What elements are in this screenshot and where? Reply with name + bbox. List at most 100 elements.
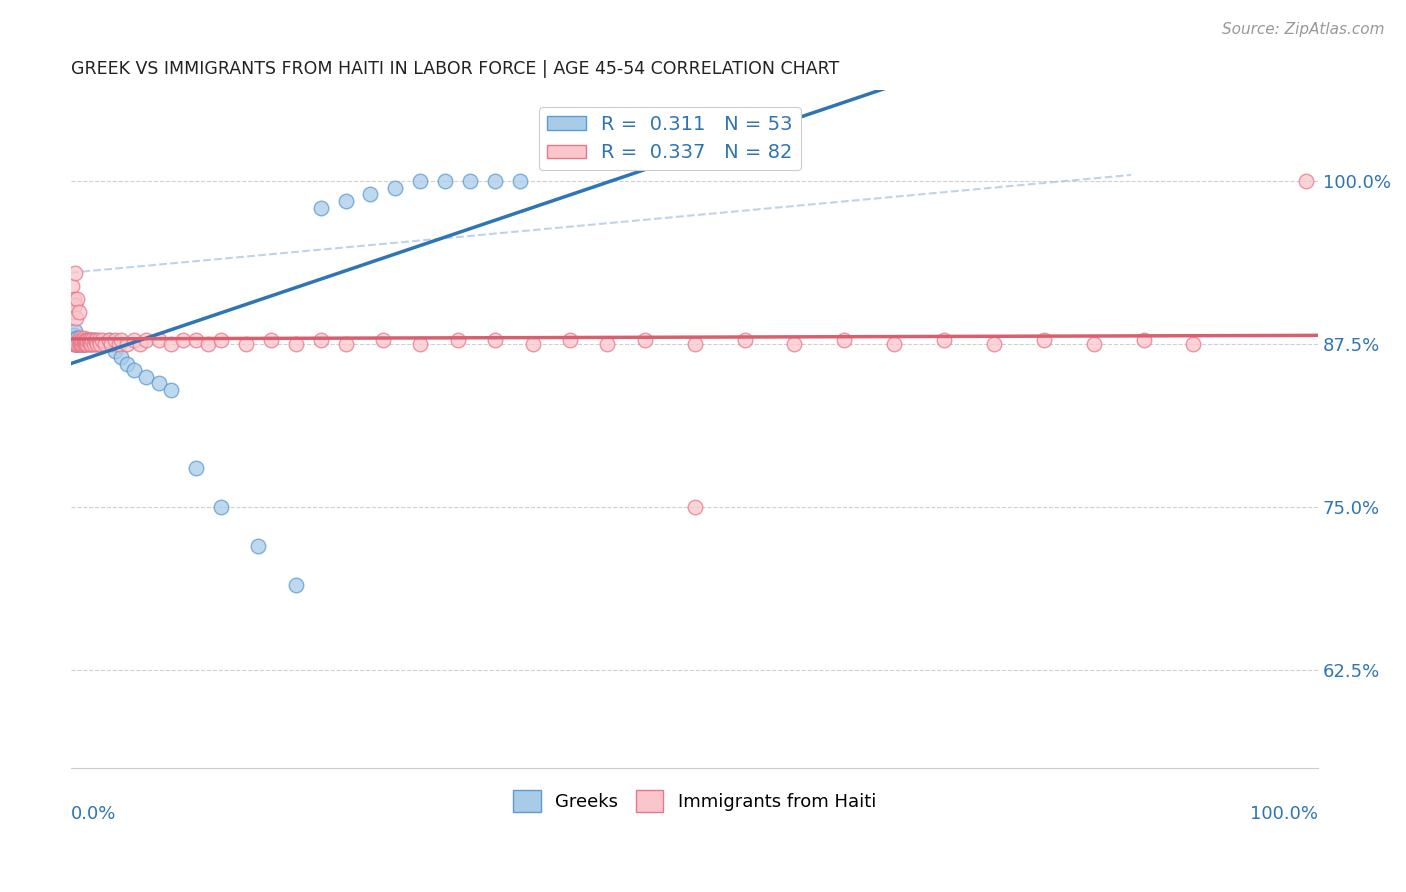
Point <box>148 334 170 348</box>
Point <box>1132 334 1154 348</box>
Point <box>335 337 357 351</box>
Point <box>184 461 207 475</box>
Point <box>73 337 96 351</box>
Point <box>122 334 145 348</box>
Point <box>75 337 97 351</box>
Point <box>84 334 107 348</box>
Point <box>62 334 84 348</box>
Point <box>209 500 232 515</box>
Text: Source: ZipAtlas.com: Source: ZipAtlas.com <box>1222 22 1385 37</box>
Point <box>73 337 96 351</box>
Point <box>63 337 86 351</box>
Point <box>72 337 94 351</box>
Point <box>79 337 101 351</box>
Point <box>117 357 139 371</box>
Point <box>89 337 111 351</box>
Point <box>65 337 87 351</box>
Point <box>148 376 170 391</box>
Point <box>596 337 619 351</box>
Point <box>447 334 470 348</box>
Point <box>783 337 806 351</box>
Point <box>284 578 307 592</box>
Point <box>66 337 89 351</box>
Point <box>97 334 120 348</box>
Point <box>87 334 110 348</box>
Point <box>62 278 84 293</box>
Point <box>104 334 127 348</box>
Point <box>458 174 481 188</box>
Point <box>77 334 100 348</box>
Point <box>128 337 150 351</box>
Point <box>91 337 114 351</box>
Point <box>1032 334 1054 348</box>
Point <box>83 334 105 348</box>
Point <box>77 334 100 348</box>
Point <box>73 337 96 351</box>
Point <box>97 334 120 348</box>
Point <box>66 292 89 306</box>
Point <box>834 334 856 348</box>
Point <box>983 337 1005 351</box>
Point <box>63 298 86 312</box>
Point <box>117 337 139 351</box>
Point <box>172 334 194 348</box>
Point <box>65 337 87 351</box>
Point <box>62 328 84 343</box>
Point <box>66 331 89 345</box>
Point <box>309 334 332 348</box>
Point <box>184 334 207 348</box>
Point <box>62 337 84 351</box>
Point <box>384 181 406 195</box>
Point <box>160 383 183 397</box>
Point <box>69 337 91 351</box>
Point <box>76 337 98 351</box>
Point <box>84 337 107 351</box>
Point <box>209 334 232 348</box>
Point <box>73 331 96 345</box>
Point <box>63 334 86 348</box>
Text: 0.0%: 0.0% <box>72 805 117 823</box>
Point <box>260 334 283 348</box>
Point <box>104 343 127 358</box>
Point <box>484 174 506 188</box>
Point <box>135 370 157 384</box>
Point <box>80 337 103 351</box>
Point <box>558 334 581 348</box>
Point <box>360 187 382 202</box>
Point <box>309 201 332 215</box>
Point <box>82 337 104 351</box>
Point <box>83 337 105 351</box>
Point <box>86 337 108 351</box>
Point <box>62 304 84 318</box>
Point <box>69 331 91 345</box>
Point <box>509 174 531 188</box>
Point <box>87 337 110 351</box>
Point <box>110 334 132 348</box>
Point <box>76 334 98 348</box>
Point <box>69 331 91 345</box>
Text: 100.0%: 100.0% <box>1250 805 1319 823</box>
Point <box>67 337 90 351</box>
Point <box>67 304 90 318</box>
Point <box>247 539 270 553</box>
Point <box>66 337 89 351</box>
Point <box>634 334 657 348</box>
Point <box>63 266 86 280</box>
Point <box>84 334 107 348</box>
Point <box>235 337 257 351</box>
Legend: Greeks, Immigrants from Haiti: Greeks, Immigrants from Haiti <box>506 783 883 820</box>
Point <box>135 334 157 348</box>
Point <box>110 351 132 365</box>
Point <box>522 337 544 351</box>
Text: GREEK VS IMMIGRANTS FROM HAITI IN LABOR FORCE | AGE 45-54 CORRELATION CHART: GREEK VS IMMIGRANTS FROM HAITI IN LABOR … <box>72 60 839 78</box>
Point <box>82 334 104 348</box>
Point <box>69 334 91 348</box>
Point <box>72 334 94 348</box>
Point <box>335 194 357 208</box>
Point <box>484 334 506 348</box>
Point <box>122 363 145 377</box>
Point <box>66 337 89 351</box>
Point <box>409 174 432 188</box>
Point <box>72 334 94 348</box>
Point <box>72 337 94 351</box>
